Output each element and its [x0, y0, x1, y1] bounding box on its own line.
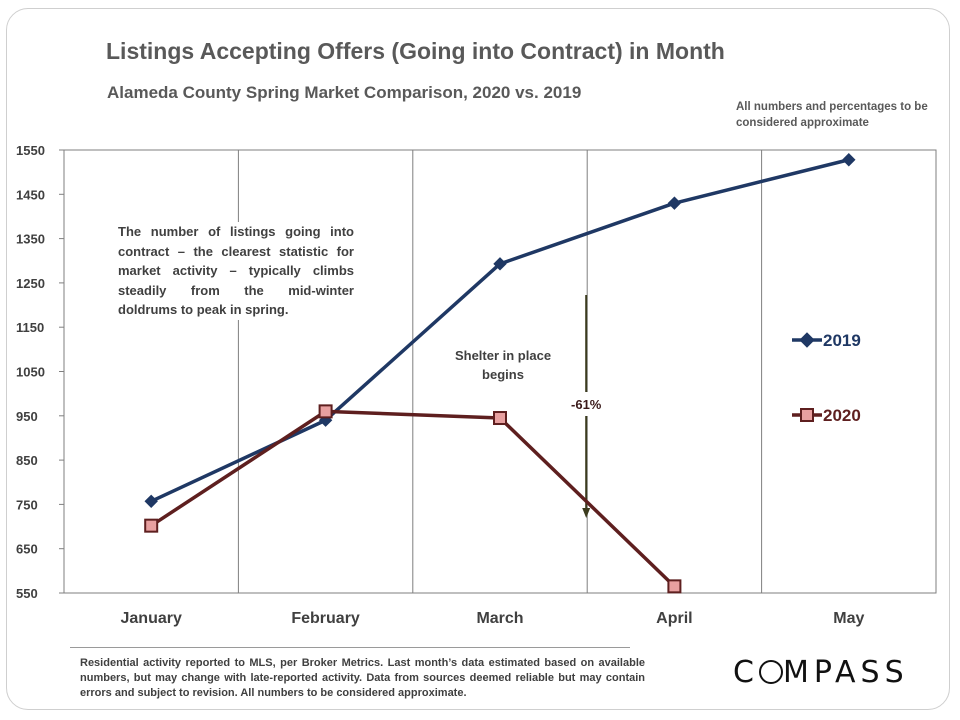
y-tick-label: 1250 [16, 276, 45, 291]
footer-divider [70, 647, 630, 648]
shelter-in-place-label: Shelter in place begins [440, 346, 566, 384]
chart-title: Listings Accepting Offers (Going into Co… [106, 38, 725, 64]
series-line-2019 [150, 158, 850, 503]
data-point-2019 [493, 257, 507, 271]
data-point-2020 [493, 411, 507, 426]
chart-annotation: The number of listings going into contra… [118, 222, 354, 320]
y-tick-label: 1150 [16, 320, 44, 335]
approximate-note: All numbers and percentages to be consid… [736, 101, 928, 129]
y-tick-label: 850 [16, 453, 38, 468]
data-point-2019 [842, 153, 856, 167]
y-tick-label: 1050 [16, 365, 45, 380]
legend-marker-2020 [800, 408, 814, 422]
logo-letter-c: C [733, 655, 759, 690]
y-tick-label: 950 [16, 409, 38, 424]
x-tick-label: January [121, 610, 182, 627]
x-tick-label: February [291, 610, 360, 627]
y-tick-label: 650 [16, 542, 38, 557]
data-point-2020 [667, 579, 682, 594]
legend: 2019 2020 [783, 318, 873, 437]
series-markers [144, 153, 856, 594]
y-tick-label: 1350 [16, 232, 45, 247]
footer-disclaimer: Residential activity reported to MLS, pe… [80, 657, 645, 699]
x-tick-label: May [833, 610, 864, 627]
y-tick-label: 1550 [16, 143, 45, 158]
data-point-2019 [144, 494, 158, 509]
decline-percent-label: -61% [571, 397, 602, 412]
y-axis-ticks: 550 650 750 850 950 1050 1150 1250 1350 1450 1550 [16, 143, 64, 601]
decline-arrow-head [582, 508, 591, 518]
chart-subtitle: Alameda County Spring Market Comparison,… [107, 83, 582, 102]
series-line-2020 [150, 409, 676, 588]
decline-arrow: -61% [556, 295, 617, 518]
y-tick-label: 1450 [16, 187, 45, 202]
compass-logo: C MPASS [733, 655, 909, 690]
y-tick-label: 750 [16, 497, 38, 512]
legend-label-2019: 2019 [823, 331, 861, 350]
x-tick-label: April [656, 610, 692, 627]
logo-circle-icon [758, 660, 783, 684]
data-point-2020 [144, 518, 159, 533]
data-point-2020 [318, 404, 333, 419]
data-point-2019 [667, 196, 682, 210]
legend-label-2020: 2020 [823, 406, 861, 425]
decline-label-bg [556, 392, 617, 416]
x-tick-label: March [476, 610, 523, 627]
logo-letters-mpass: MPASS [782, 655, 909, 690]
legend-marker-2019 [799, 332, 815, 348]
x-axis-labels: January February March April May [121, 610, 865, 627]
y-tick-label: 550 [16, 586, 38, 601]
